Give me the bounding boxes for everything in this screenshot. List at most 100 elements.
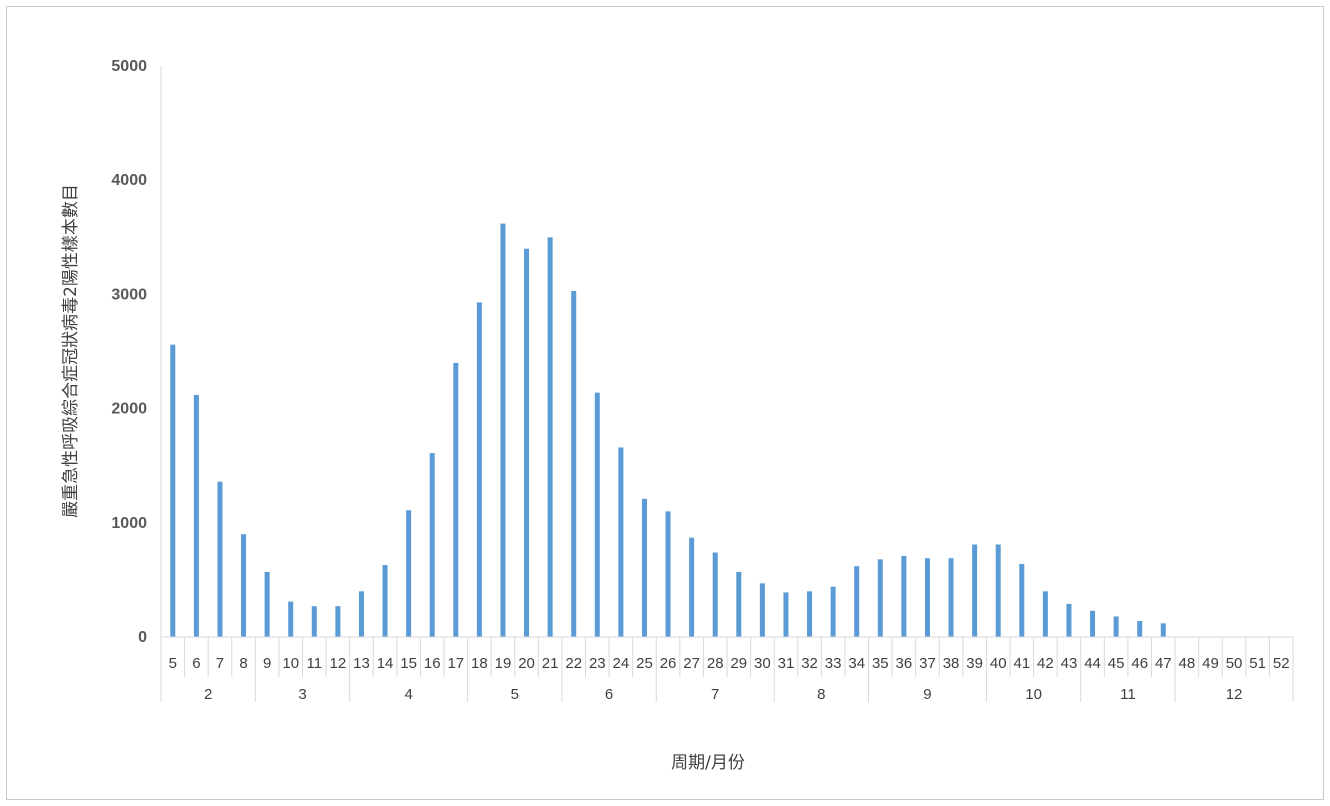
week-tick-label: 25 (636, 655, 653, 672)
bar (358, 591, 364, 637)
bar (807, 591, 813, 637)
bar (453, 362, 459, 637)
bar (288, 601, 294, 637)
bar (406, 510, 412, 637)
week-tick-label: 45 (1108, 655, 1125, 672)
bar (193, 394, 199, 637)
y-tick-label: 0 (138, 629, 147, 646)
bar (524, 248, 530, 637)
month-tick-label: 9 (923, 686, 931, 703)
bar (1019, 563, 1025, 637)
month-tick-label: 4 (404, 686, 412, 703)
week-tick-label: 24 (613, 655, 630, 672)
week-tick-label: 19 (495, 655, 512, 672)
month-tick-label: 7 (711, 686, 719, 703)
bar (877, 559, 883, 637)
week-tick-label: 32 (801, 655, 818, 672)
week-tick-label: 8 (239, 655, 247, 672)
week-tick-label: 9 (263, 655, 271, 672)
week-tick-label: 6 (192, 655, 200, 672)
month-tick-label: 11 (1120, 686, 1136, 703)
bar (1090, 610, 1096, 637)
week-tick-label: 42 (1037, 655, 1054, 672)
week-tick-label: 17 (447, 655, 464, 672)
bar (311, 606, 317, 637)
bar (972, 544, 978, 637)
week-tick-label: 7 (216, 655, 224, 672)
week-tick-label: 46 (1131, 655, 1148, 672)
week-tick-label: 11 (307, 655, 323, 672)
week-tick-label: 14 (377, 655, 394, 672)
y-tick-label: 4000 (111, 172, 147, 189)
week-tick-label: 22 (565, 655, 582, 672)
bar (712, 552, 718, 637)
bar (1066, 603, 1072, 637)
bar (948, 558, 954, 637)
bar (618, 447, 624, 637)
y-axis-title: 嚴重急性呼吸綜合症冠狀病毒2陽性樣本數目 (61, 184, 81, 518)
bar (736, 571, 742, 637)
week-tick-label: 40 (990, 655, 1007, 672)
bar (854, 566, 860, 637)
week-tick-label: 16 (424, 655, 441, 672)
bar (924, 558, 930, 637)
week-tick-label: 12 (330, 655, 347, 672)
week-tick-label: 20 (518, 655, 535, 672)
week-tick-label: 35 (872, 655, 889, 672)
month-tick-label: 8 (817, 686, 825, 703)
week-tick-label: 28 (707, 655, 724, 672)
month-tick-label: 10 (1025, 686, 1042, 703)
y-tick-label: 3000 (111, 286, 147, 303)
week-tick-label: 36 (896, 655, 913, 672)
week-tick-label: 23 (589, 655, 606, 672)
week-tick-label: 34 (848, 655, 865, 672)
bar (665, 511, 671, 637)
week-tick-label: 27 (683, 655, 700, 672)
bar (170, 344, 176, 637)
week-tick-label: 43 (1061, 655, 1078, 672)
month-tick-label: 6 (605, 686, 613, 703)
bar (571, 290, 577, 637)
bar (547, 237, 553, 638)
week-tick-label: 48 (1179, 655, 1196, 672)
month-tick-label: 5 (511, 686, 519, 703)
week-tick-label: 29 (730, 655, 747, 672)
week-tick-label: 31 (778, 655, 795, 672)
week-tick-label: 30 (754, 655, 771, 672)
week-tick-label: 49 (1202, 655, 1219, 672)
week-tick-label: 15 (400, 655, 417, 672)
week-tick-label: 37 (919, 655, 936, 672)
week-tick-label: 18 (471, 655, 488, 672)
week-tick-label: 41 (1013, 655, 1030, 672)
month-tick-label: 3 (298, 686, 306, 703)
bar (382, 565, 388, 637)
bar (594, 392, 600, 637)
week-tick-label: 52 (1273, 655, 1290, 672)
week-tick-label: 5 (169, 655, 177, 672)
week-tick-label: 10 (282, 655, 299, 672)
week-tick-label: 13 (353, 655, 370, 672)
week-tick-label: 47 (1155, 655, 1172, 672)
week-tick-label: 39 (966, 655, 983, 672)
bar (830, 586, 836, 637)
bar (641, 498, 647, 637)
week-tick-label: 26 (660, 655, 677, 672)
week-tick-label: 38 (943, 655, 960, 672)
bar (1042, 591, 1048, 637)
bar (759, 583, 765, 637)
week-tick-label: 51 (1249, 655, 1266, 672)
bar (1160, 623, 1166, 637)
bar (995, 544, 1001, 637)
bar (500, 223, 506, 637)
week-tick-label: 21 (542, 655, 559, 672)
x-axis-title: 周期/月份 (671, 753, 745, 773)
bar (783, 592, 789, 637)
y-tick-label: 1000 (111, 515, 147, 532)
bar (689, 537, 695, 637)
week-tick-label: 33 (825, 655, 842, 672)
bar (429, 453, 435, 637)
week-tick-label: 50 (1226, 655, 1243, 672)
y-tick-label: 2000 (111, 401, 147, 418)
bar (476, 302, 482, 637)
